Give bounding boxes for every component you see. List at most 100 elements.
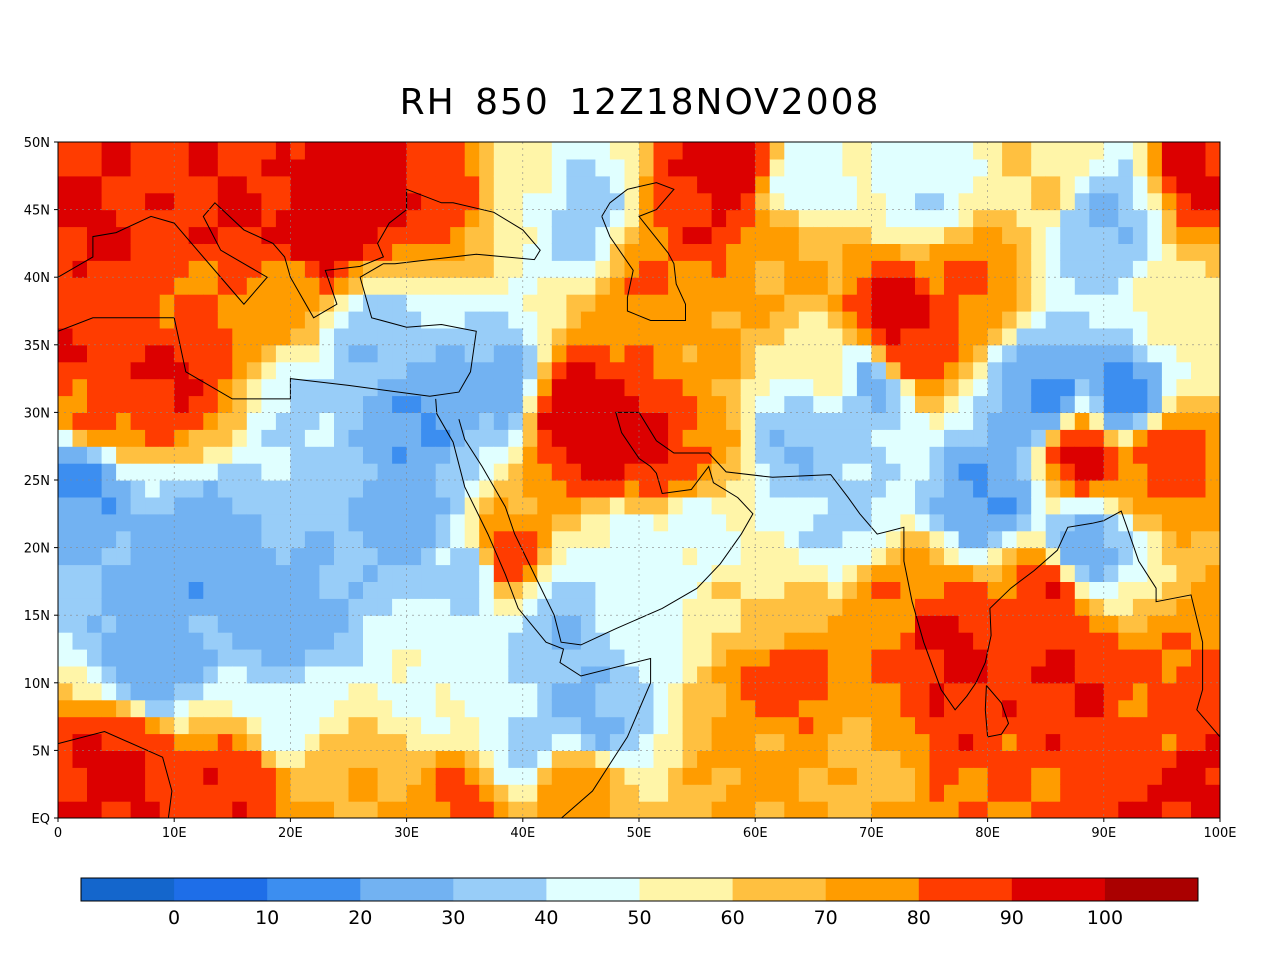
rh-cell — [1045, 260, 1061, 278]
rh-cell — [929, 699, 945, 718]
rh-cell — [827, 581, 843, 599]
rh-cell — [1132, 226, 1148, 244]
rh-cell — [116, 581, 132, 599]
rh-cell — [915, 344, 931, 363]
rh-cell — [363, 496, 379, 515]
rh-cell — [900, 615, 916, 633]
rh-cell — [319, 716, 335, 735]
rh-cell — [624, 158, 640, 177]
rh-cell — [1045, 142, 1061, 160]
rh-cell — [392, 277, 408, 295]
colorbar: 0 10 20 30 40 50 60 70 80 90 100 — [80, 877, 1199, 929]
colorbar-swatch — [546, 878, 640, 901]
rh-cell — [784, 395, 800, 413]
rh-cell — [755, 361, 771, 380]
rh-cell — [798, 260, 814, 278]
rh-cell — [334, 598, 350, 616]
rh-cell — [1176, 649, 1192, 667]
rh-cell — [188, 801, 204, 818]
rh-cell — [522, 463, 538, 481]
rh-cell — [304, 767, 320, 785]
rh-cell — [580, 496, 596, 515]
rh-cell — [711, 395, 727, 413]
rh-cell — [624, 699, 640, 718]
rh-cell — [697, 142, 713, 160]
rh-cell — [1147, 463, 1163, 481]
rh-cell — [508, 750, 524, 768]
rh-cell — [130, 209, 146, 228]
rh-cell — [580, 801, 596, 818]
rh-cell — [1074, 547, 1090, 566]
rh-cell — [609, 801, 625, 818]
rh-cell — [1161, 429, 1177, 447]
rh-cell — [159, 243, 175, 261]
rh-cell — [958, 158, 974, 177]
rh-cell — [900, 801, 916, 818]
rh-cell — [1132, 192, 1148, 211]
rh-cell — [72, 496, 88, 515]
rh-cell — [421, 158, 437, 177]
rh-cell — [885, 446, 901, 464]
rh-cell — [334, 530, 350, 549]
rh-cell — [1002, 547, 1018, 566]
rh-cell — [522, 480, 538, 498]
rh-cell — [1161, 496, 1177, 515]
rh-cell — [275, 209, 291, 228]
rh-cell — [1045, 716, 1061, 735]
rh-cell — [609, 294, 625, 312]
rh-cell — [203, 446, 219, 464]
rh-cell — [130, 463, 146, 481]
rh-cell — [72, 361, 88, 380]
rh-cell — [551, 632, 567, 650]
rh-cell — [842, 784, 858, 802]
rh-cell — [421, 395, 437, 413]
rh-cell — [493, 513, 509, 532]
rh-cell — [639, 564, 655, 582]
rh-cell — [348, 615, 364, 633]
rh-cell — [566, 801, 582, 818]
rh-cell — [1016, 429, 1032, 447]
rh-cell — [72, 581, 88, 599]
rh-cell — [290, 598, 306, 616]
rh-cell — [304, 733, 320, 751]
rh-cell — [639, 412, 655, 430]
rh-cell — [348, 277, 364, 295]
lat-tick-label: 25N — [24, 474, 50, 489]
rh-cell — [232, 649, 248, 667]
rh-cell — [304, 598, 320, 616]
rh-cell — [566, 142, 582, 160]
rh-cell — [290, 733, 306, 751]
rh-cell — [348, 564, 364, 582]
rh-cell — [493, 344, 509, 363]
rh-contour-field — [58, 142, 1220, 818]
rh-cell — [697, 192, 713, 211]
rh-cell — [537, 784, 553, 802]
rh-cell — [987, 327, 1003, 346]
rh-cell — [900, 547, 916, 566]
rh-cell — [711, 513, 727, 532]
rh-cell — [72, 294, 88, 312]
rh-cell — [1132, 801, 1148, 818]
rh-cell — [479, 682, 495, 701]
rh-cell — [58, 294, 74, 312]
rh-cell — [624, 480, 640, 498]
rh-cell — [813, 412, 829, 430]
rh-cell — [174, 682, 190, 701]
rh-cell — [1031, 311, 1047, 329]
rh-cell — [1191, 665, 1207, 684]
rh-cell — [958, 530, 974, 549]
rh-cell — [319, 446, 335, 464]
rh-cell — [769, 344, 785, 363]
rh-cell — [1147, 649, 1163, 667]
rh-cell — [319, 665, 335, 684]
rh-cell — [682, 750, 698, 768]
rh-cell — [377, 395, 393, 413]
rh-cell — [1031, 598, 1047, 616]
rh-cell — [275, 699, 291, 718]
rh-cell — [290, 649, 306, 667]
rh-cell — [1031, 530, 1047, 549]
rh-cell — [885, 158, 901, 177]
rh-cell — [319, 767, 335, 785]
rh-cell — [72, 530, 88, 549]
rh-cell — [1074, 480, 1090, 498]
